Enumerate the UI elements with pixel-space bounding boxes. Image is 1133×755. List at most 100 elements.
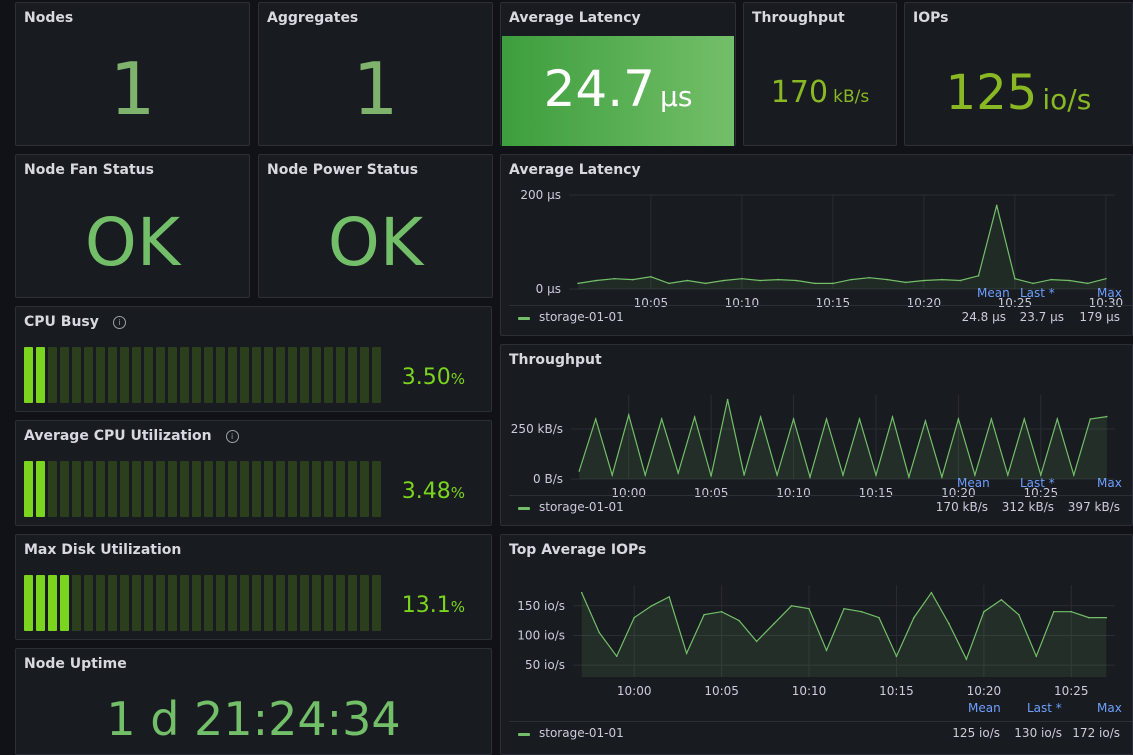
gauge-cell <box>312 347 321 403</box>
gauge-cell <box>84 461 93 517</box>
data-point <box>895 655 898 658</box>
x-tick-label: 10:10 <box>776 486 811 500</box>
gauge-cell <box>60 347 69 403</box>
gauge-cell <box>300 575 309 631</box>
legend-header-last[interactable]: Last * <box>1020 286 1055 300</box>
gauge-cell <box>132 347 141 403</box>
legend-header-mean[interactable]: Mean <box>957 476 990 490</box>
legend-header-mean[interactable]: Mean <box>968 701 1001 715</box>
data-point <box>913 616 915 619</box>
gauge-cell <box>72 461 81 517</box>
data-point <box>1105 277 1107 280</box>
x-tick-label: 10:25 <box>1054 684 1089 698</box>
data-point <box>677 472 679 474</box>
legend-series-name[interactable]: storage-01-01 <box>539 310 624 324</box>
iops-chart[interactable]: 50 io/s 100 io/s 150 io/s 10:00 10:05 10:10 10… <box>501 565 1133 740</box>
gauge-cell <box>264 347 273 403</box>
data-point <box>790 604 793 607</box>
iops-stat-unit: io/s <box>1042 83 1092 116</box>
avg-cpu-unit: % <box>450 484 465 502</box>
y-tick-label: 200 µs <box>520 188 561 202</box>
gauge-cell <box>72 347 81 403</box>
gauge-cell <box>192 347 201 403</box>
data-point <box>1105 415 1108 418</box>
data-point <box>644 474 646 476</box>
gauge-cell <box>228 575 237 631</box>
data-point <box>974 474 976 476</box>
legend-header-max[interactable]: Max <box>1097 286 1122 300</box>
series-color-swatch <box>518 317 530 320</box>
throughput-chart[interactable]: 0 B/s 250 kB/s 10:00 10:05 10:10 10:15 10:20 10… <box>501 375 1133 515</box>
data-point <box>693 416 696 418</box>
gauge-cell <box>324 461 333 517</box>
gauge-cell <box>48 575 57 631</box>
x-tick-label: 10:05 <box>704 684 739 698</box>
data-point <box>650 275 652 278</box>
legend-last-value: 23.7 µs <box>1019 310 1064 324</box>
legend-header-mean[interactable]: Mean <box>977 286 1010 300</box>
data-point <box>1040 474 1042 476</box>
info-icon[interactable]: i <box>112 316 126 329</box>
gauge-cell <box>156 461 165 517</box>
data-point <box>825 418 828 420</box>
legend-header-max[interactable]: Max <box>1097 476 1122 490</box>
series-area <box>578 205 1106 289</box>
panel-title: Throughput <box>752 10 845 26</box>
legend-row[interactable]: storage-01-01 170 kB/s 312 kB/s 397 kB/s <box>509 495 1132 518</box>
legend-row[interactable]: storage-01-01 24.8 µs 23.7 µs 179 µs <box>509 305 1132 328</box>
gauge-cell <box>228 347 237 403</box>
data-point <box>1032 282 1034 285</box>
legend-series-name[interactable]: storage-01-01 <box>539 726 624 740</box>
gauge-cell <box>216 347 225 403</box>
data-point <box>1086 282 1089 285</box>
gauge-cell <box>288 461 297 517</box>
gauge-cell <box>276 575 285 631</box>
gauge-cell <box>216 461 225 517</box>
data-point <box>1023 418 1026 420</box>
data-point <box>726 398 729 401</box>
gauge-cell <box>252 347 261 403</box>
legend-row[interactable]: storage-01-01 125 io/s 130 io/s 172 io/s <box>509 721 1132 744</box>
gauge-cell <box>336 347 345 403</box>
data-point <box>1035 655 1038 658</box>
panel-node-uptime: Node Uptime 1 d 21:24:34 <box>15 648 492 755</box>
legend-header-max[interactable]: Max <box>1097 701 1122 715</box>
y-tick-label: 0 B/s <box>533 472 563 486</box>
panel-average-latency-stat: Average Latency 24.7 µs <box>500 2 736 146</box>
latency-chart[interactable]: 0 µs 200 µs 10:05 10:10 10:15 10:20 10:25 10:30 <box>501 185 1133 325</box>
throughput-stat-unit: kB/s <box>833 87 870 107</box>
panel-top-average-iops-chart: Top Average IOPs 50 io/s 100 io/s 150 io/s… <box>500 534 1133 755</box>
data-point <box>777 278 780 281</box>
gauge-cell <box>204 347 213 403</box>
x-tick-label: 10:10 <box>792 684 827 698</box>
gauge-cell <box>48 347 57 403</box>
data-point <box>1018 613 1020 616</box>
legend-series-name[interactable]: storage-01-01 <box>539 500 624 514</box>
legend-mean-value: 125 io/s <box>952 726 1000 740</box>
legend-header-last[interactable]: Last * <box>1027 701 1062 715</box>
legend-last-value: 312 kB/s <box>1001 500 1054 514</box>
y-tick-label: 100 io/s <box>517 628 565 642</box>
x-tick-label: 10:25 <box>998 296 1033 310</box>
data-point <box>965 658 968 660</box>
panel-title: Throughput <box>509 352 602 368</box>
gauge-cell <box>276 461 285 517</box>
gauge-cell <box>24 347 33 403</box>
gauge-cell <box>348 461 357 517</box>
panel-title: Max Disk Utilization <box>24 542 182 558</box>
cpu-busy-number: 3.50 <box>401 365 451 390</box>
gauge-cell <box>348 575 357 631</box>
panel-title: Average CPU Utilization i <box>24 428 239 444</box>
gauge-cell <box>372 461 381 517</box>
data-point <box>858 418 861 420</box>
gauge-cell <box>336 461 345 517</box>
panel-title: CPU Busy i <box>24 314 126 330</box>
panel-title: Nodes <box>24 10 74 26</box>
gauge-cell <box>240 461 249 517</box>
data-point <box>1089 418 1092 420</box>
power-status-value: OK <box>327 204 424 281</box>
data-point <box>924 420 927 422</box>
legend-header-last[interactable]: Last * <box>1020 476 1055 490</box>
info-icon[interactable]: i <box>225 430 239 443</box>
gauge-cell <box>36 347 45 403</box>
